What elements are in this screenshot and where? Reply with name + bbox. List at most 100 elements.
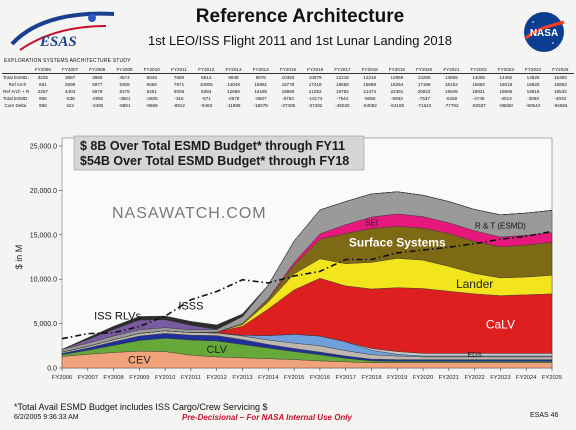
series-label: CaLV [486,318,515,332]
budget-column-header: FY2018 [356,66,384,74]
budget-cell: 13285 [417,75,431,80]
budget-cell: 12218 [336,75,349,80]
budget-cell: 18152 [444,82,458,87]
budget-cell: 2699 [64,82,76,87]
y-axis-label: $ in M [14,245,24,270]
budget-cell: 15820 [526,82,540,87]
budget-cell: 12958 [390,75,404,80]
budget-row-label: Total ESMD Avail Budget [3,75,29,80]
budget-column-header: FY2023 [492,66,520,74]
budget-cell: 18658 [336,82,349,87]
budget-cell: -11999 [226,103,241,108]
page-number: ESAS 46 [530,412,559,419]
budget-cell: -94584 [553,103,568,108]
budget-cell: 17418 [308,82,322,87]
x-tick-label: FY2013 [232,375,252,381]
budget-column-header: FY2013 [219,66,248,74]
budget-cell: 6556 [146,82,157,87]
budget-cell: -3501 [118,96,131,101]
budget-cell: 5977 [92,82,103,87]
y-tick-label: 0.0 [47,366,57,373]
budget-cell: 18821 [472,89,485,94]
budget-column-header: FY2008 [83,66,111,74]
budget-column-header: FY2019 [383,66,411,74]
budget-cell: -2678 [227,96,240,101]
budget-cell: 15383 [553,75,567,80]
budget-cell: 20822 [417,89,431,94]
budget-cell: 18782 [336,89,349,94]
budget-cell: -18578 [253,103,268,108]
budget-column-header: FY2012 [192,66,220,74]
budget-row: Ref Arch + R&T 2267 4403 6978 8175 8451 8006 83… [2,88,574,95]
x-tick-label: FY2023 [490,375,510,381]
budget-cell: 18688 [363,82,377,87]
budget-cell: 9938 [228,75,239,80]
series-label: R & T (ESMD) [475,222,526,231]
budget-cell: -536 [65,96,75,101]
study-caption: EXPLORATION SYSTEMS ARCHITECTURE STUDY [4,58,131,64]
budget-column-header: FY2022 [464,66,493,74]
predecisional-notice: Pre-Decisional – For NASA Internal Use O… [182,413,352,422]
budget-column-header: FY2014 [247,66,275,74]
budget-column-header: FY2016 [301,66,329,74]
x-tick-label: FY2025 [542,375,562,381]
budget-table: FY2006 FY2007 FY2008 FY2009 FY2010 FY2011 FY20… [2,66,574,109]
budget-cell: -10173 [308,96,323,101]
y-tick-label: 20,000.0 [30,188,57,195]
budget-line [61,230,553,340]
budget-cell: 8451 [146,89,157,94]
budget-cell: 6978 [92,89,103,94]
budget-cell: 10363 [281,75,295,80]
budget-cell: 10006 [199,82,213,87]
budget-cell: 18778 [281,82,295,87]
y-tick-label: 10,000.0 [30,277,57,284]
budget-cell: -45026 [335,103,350,108]
budget-cell: 14492 [499,75,513,80]
budget-column-header: FY2011 [165,66,193,74]
budget-cell: 4403 [64,89,76,94]
series-area-isss [61,191,553,350]
budget-cell: 18595 [499,89,513,94]
budget-cell: -90544 [525,103,541,108]
budget-table-header: FY2006 FY2007 FY2008 FY2009 FY2010 FY2011 FY20… [2,66,574,74]
budget-row-label: Cum Delta [4,103,27,108]
budget-cell: -71642 [416,103,432,108]
budget-cell: -571 [201,96,211,101]
budget-cell: -5991 [118,103,131,108]
x-tick-label: FY2010 [155,375,175,381]
budget-cell: 8384 [201,89,212,94]
budget-cell: 22391 [390,89,404,94]
budget-cell: 3225 [37,75,48,80]
esas-logo: ESAS [10,11,115,51]
budget-cell: -9483 [200,103,213,108]
budget-cell: -4745 [472,96,485,101]
budget-cell: 18919 [526,89,540,94]
series-label: CEV [128,354,151,366]
x-tick-label: FY2018 [361,375,381,381]
budget-cell: 661 [39,82,47,87]
budget-cell: 7971 [173,82,185,87]
x-tick-label: FY2007 [78,375,98,381]
logo-text: ESAS [39,34,77,50]
budget-row-label: Ref Arch [8,82,27,87]
budget-column-header: FY2015 [274,66,302,74]
budget-cell: -37482 [308,103,323,108]
budget-row: Ref Arch 661 2699 5977 6306 6556 7971 10006 1404… [2,81,574,88]
series-label: SEI [365,219,378,228]
budget-column-header: FY2025 [546,66,574,74]
x-tick-label: FY2016 [310,375,330,381]
annotation-text: $ 8B Over Total ESMD Budget* through FY1… [80,139,345,153]
budget-cell: 17198 [417,82,431,87]
budget-cell: -64105 [389,103,405,108]
budget-cell: -2605 [145,96,158,101]
budget-column-header: FY2009 [110,66,139,74]
page-subtitle: 1st LEO/ISS Flight 2011 and 1st Lunar La… [147,33,453,48]
budget-cell: 16861 [254,82,268,87]
budget-cell: 19845 [444,89,458,94]
budget-cell: -9933 [391,96,403,101]
budget-cell: -3993 [527,96,539,101]
series-label: CLV [206,344,227,356]
budget-cell: 422 [66,103,74,108]
y-tick-label: 15,000.0 [30,232,57,239]
